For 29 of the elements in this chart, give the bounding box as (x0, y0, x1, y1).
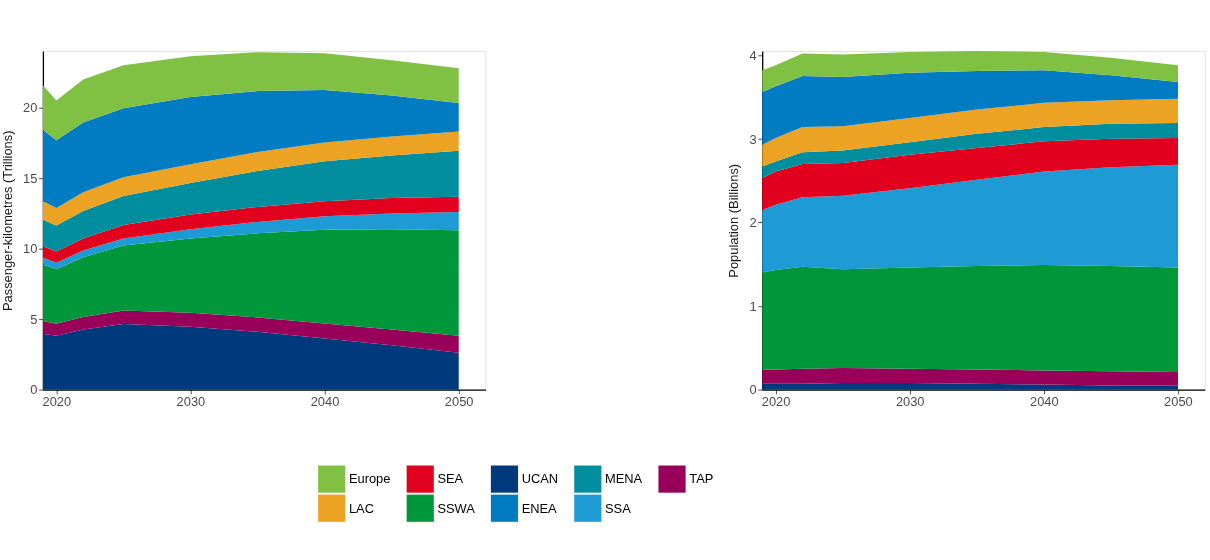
legend-label: UCAN (521, 471, 559, 487)
x-tick-label: 2050 (444, 394, 474, 410)
legend-label: SEA (437, 471, 464, 487)
y-tick-label: 1 (749, 298, 757, 314)
x-tick-label: 2040 (310, 394, 340, 410)
y-tick-label: 15 (23, 170, 38, 186)
y-tick-label: 0 (30, 382, 38, 398)
y-tick-label: 4 (749, 47, 757, 63)
y-tick-label: 10 (23, 241, 38, 257)
legend-label: Europe (348, 471, 391, 487)
legend-label: MENA (605, 471, 643, 487)
x-tick-label: 2020 (761, 394, 791, 410)
y-axis-title: Population (Billions) (726, 163, 742, 278)
legend-label: SSWA (437, 500, 476, 516)
legend-label: LAC (348, 500, 374, 516)
legend-label: TAP (689, 471, 714, 487)
y-tick-label: 0 (749, 382, 757, 398)
x-tick-label: 2020 (42, 394, 72, 410)
y-axis-title: Passenger-kilometres (Trillions) (0, 130, 15, 312)
y-tick-label: 5 (30, 311, 38, 327)
legend-label: SSA (605, 500, 632, 516)
x-tick-label: 2050 (1164, 394, 1193, 410)
x-tick-label: 2030 (895, 394, 925, 410)
y-tick-label: 2 (749, 215, 757, 231)
y-tick-label: 3 (749, 131, 757, 147)
x-tick-label: 2030 (176, 394, 206, 410)
y-tick-label: 20 (23, 100, 38, 116)
x-tick-label: 2040 (1030, 394, 1059, 410)
legend-label: ENEA (521, 500, 558, 516)
